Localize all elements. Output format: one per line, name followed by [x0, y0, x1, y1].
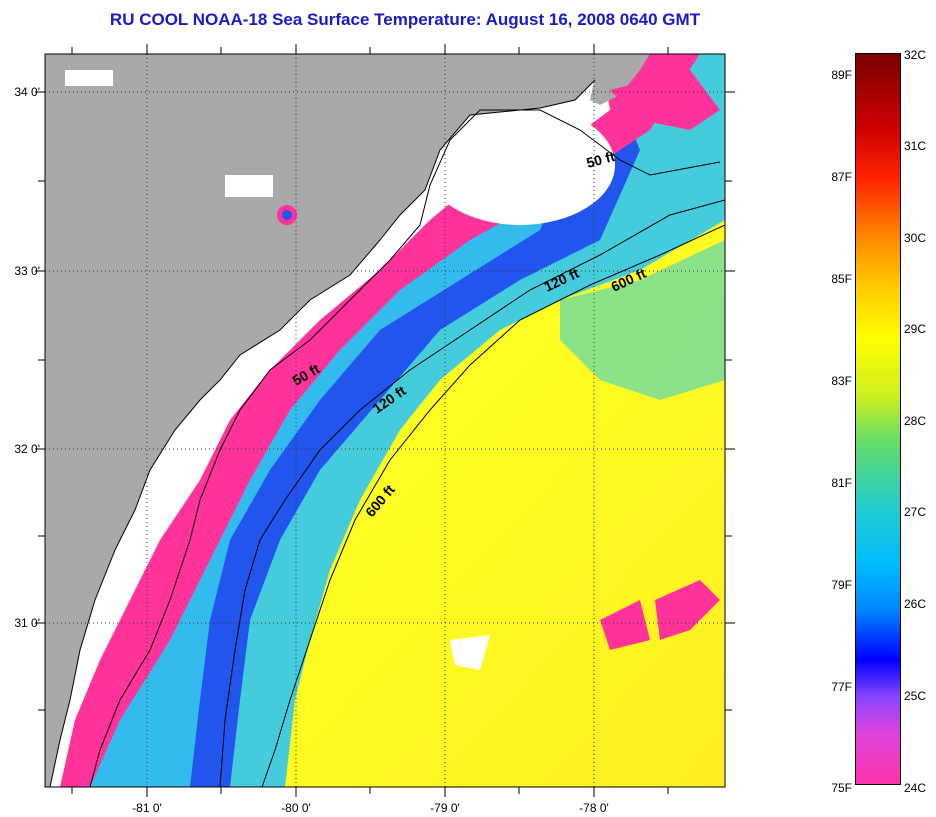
- colorbar-fahrenheit-label: 87F: [831, 170, 852, 184]
- colorbar-fahrenheit-label: 85F: [831, 272, 852, 286]
- land-area: [45, 54, 600, 787]
- colorbar-celsius-label: 29C: [904, 322, 927, 336]
- axis-ticks: [35, 44, 735, 797]
- cool-spot-inland: [282, 210, 292, 220]
- cold-patch-ne: [610, 70, 720, 130]
- colorbar-fahrenheit-label: 89F: [831, 68, 852, 82]
- colorbar-fahrenheit-label: 79F: [831, 578, 852, 592]
- cloud-patch-offshore: [425, 105, 615, 225]
- longitude-label: -78 0': [579, 801, 609, 815]
- map-title: RU COOL NOAA-18 Sea Surface Temperature:…: [109, 10, 701, 29]
- colorbar-celsius-label: 31C: [904, 139, 927, 153]
- graticule: [45, 54, 725, 787]
- cloud-patch-mid: [450, 635, 490, 670]
- cold-patch-s: [600, 600, 650, 650]
- latitude-label: 34 0': [14, 85, 40, 99]
- cold-patch-se: [655, 580, 720, 640]
- coastline: [49, 79, 596, 787]
- isobath-120ft-line: [219, 199, 725, 787]
- colorbar-fahrenheit-label: 75F: [831, 781, 852, 795]
- colorbar-celsius-label: 26C: [904, 597, 927, 611]
- colorbar-celsius-label: 24C: [904, 781, 927, 795]
- isobath-50ft-line: [89, 109, 721, 787]
- latitude-label: 33 0': [14, 264, 40, 278]
- colorbar-celsius-label: 27C: [904, 505, 927, 519]
- shelf-water-green: [560, 240, 725, 400]
- isobath-600ft-line: [261, 224, 725, 787]
- longitude-label: -81 0': [132, 801, 162, 815]
- longitude-label: -80 0': [281, 801, 311, 815]
- colorbar-celsius-label: 25C: [904, 689, 927, 703]
- colorbar-fahrenheit-label: 77F: [831, 680, 852, 694]
- cloud-inland-2: [225, 175, 273, 197]
- latitude-label: 31 0': [14, 616, 40, 630]
- colorbar-celsius-label: 32C: [904, 48, 927, 62]
- latitude-label: 32 0': [14, 442, 40, 456]
- temperature-colorbar: [855, 53, 901, 785]
- colorbar-fahrenheit-label: 81F: [831, 476, 852, 490]
- cloud-inland-1: [65, 70, 113, 86]
- isobath-label: 50 ft: [585, 148, 617, 171]
- map-frame: [44, 53, 726, 788]
- colorbar-celsius-label: 28C: [904, 414, 927, 428]
- longitude-label: -79 0': [430, 801, 460, 815]
- colorbar-celsius-label: 30C: [904, 231, 927, 245]
- colorbar-fahrenheit-label: 83F: [831, 374, 852, 388]
